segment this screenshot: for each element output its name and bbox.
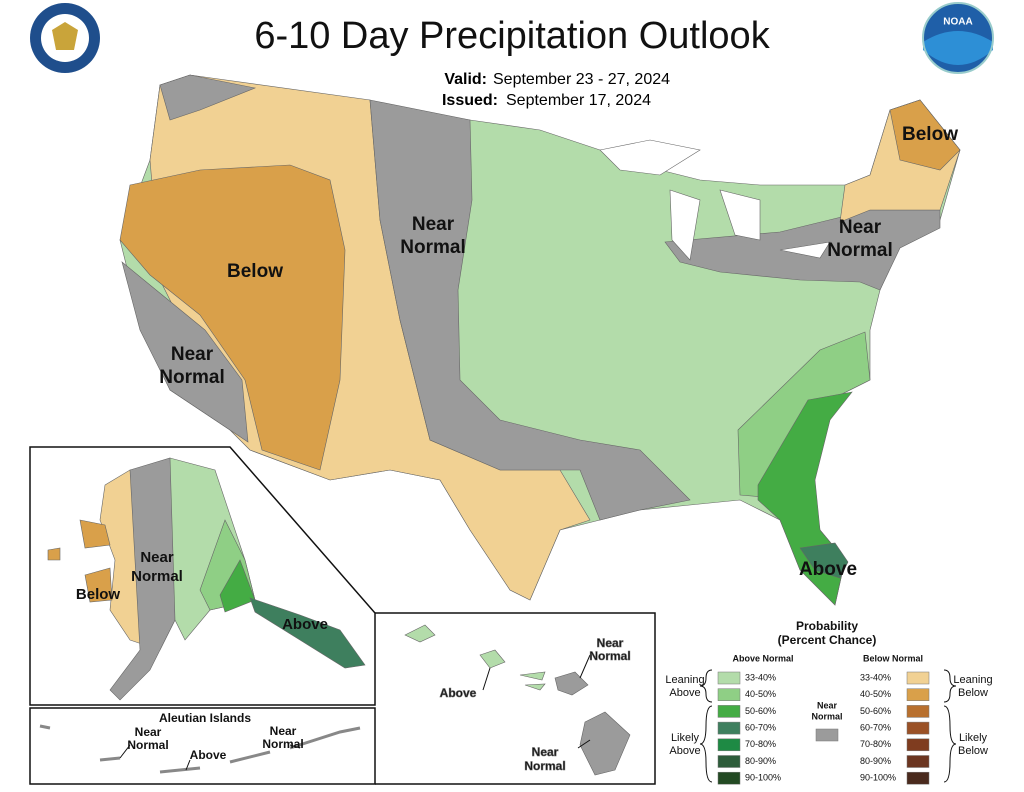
legend-swatch — [717, 688, 741, 701]
aleutian-title: Aleutian Islands — [159, 711, 251, 725]
region-label: Near — [135, 725, 162, 739]
legend-label: 70-80% — [745, 739, 776, 749]
aleutian-map: Aleutian Islands Near Normal Above Near … — [39, 711, 361, 774]
hawaii-map: Above Near Normal Near Normal — [404, 624, 631, 776]
legend-near: Near — [817, 700, 838, 710]
region-label: Above — [799, 559, 857, 580]
legend-label: 33-40% — [860, 672, 891, 682]
region-label: Below — [76, 586, 121, 603]
legend-group: Leaning — [665, 674, 704, 686]
legend-label: 50-60% — [860, 706, 891, 716]
legend-swatch — [717, 755, 741, 768]
legend-group: Likely — [959, 732, 988, 744]
legend: Probability (Percent Chance) Above Norma… — [665, 619, 993, 785]
legend-header: Below Normal — [863, 653, 923, 663]
region-label: Above — [440, 686, 477, 700]
legend-title: (Percent Chance) — [778, 633, 877, 647]
region-label: Below — [227, 261, 283, 282]
legend-label: 90-100% — [745, 773, 781, 783]
noaa-logo: NOAA — [922, 2, 994, 74]
region-label: Near — [412, 214, 455, 235]
region-label: Normal — [131, 568, 183, 585]
region-label: Near — [839, 217, 882, 238]
legend-label: 60-70% — [860, 722, 891, 732]
legend-label: 33-40% — [745, 672, 776, 682]
region-label: Normal — [159, 367, 224, 388]
legend-swatch — [717, 705, 741, 718]
noaa-text: NOAA — [943, 17, 972, 28]
issued-label: Issued: — [442, 92, 498, 109]
legend-swatch — [906, 738, 930, 752]
legend-brace — [699, 669, 957, 783]
legend-group: Above — [669, 745, 700, 757]
region-label: Normal — [262, 737, 303, 751]
region-label: Above — [282, 616, 328, 633]
region-label: Normal — [127, 738, 168, 752]
region-label: Above — [190, 748, 227, 762]
inset-frames — [29, 446, 656, 785]
legend-label: 80-90% — [745, 756, 776, 766]
region-label: Normal — [589, 649, 630, 663]
legend-swatch — [717, 771, 741, 785]
legend-label: 80-90% — [860, 756, 891, 766]
legend-swatch — [717, 738, 741, 752]
alaska-map — [47, 457, 366, 701]
region-label: Below — [902, 124, 958, 145]
legend-group: Below — [958, 687, 988, 699]
legend-label: 50-60% — [745, 706, 776, 716]
legend-near: Normal — [811, 711, 842, 721]
legend-label: 70-80% — [860, 739, 891, 749]
legend-group: Leaning — [953, 674, 992, 686]
legend-swatch — [906, 688, 930, 701]
legend-swatch — [906, 721, 930, 735]
legend-title: Probability — [796, 619, 858, 633]
legend-swatch — [906, 755, 930, 768]
valid-dates: September 23 - 27, 2024 — [493, 71, 670, 88]
legend-swatch — [906, 671, 930, 685]
legend-group: Above — [669, 687, 700, 699]
region-label: Near — [171, 344, 214, 365]
alaska-labels: Near Normal Below Above — [76, 549, 328, 633]
commerce-seal — [30, 3, 100, 73]
legend-label: 60-70% — [745, 722, 776, 732]
legend-label: 90-100% — [860, 773, 896, 783]
legend-swatch — [906, 705, 930, 718]
legend-swatch — [717, 671, 741, 685]
region-label: Near — [270, 724, 297, 738]
region-label: Normal — [827, 240, 892, 261]
conus-labels: Below Near Normal Near Normal Below Near… — [159, 124, 958, 580]
region-label: Normal — [400, 237, 465, 258]
title: 6-10 Day Precipitation Outlook — [254, 15, 770, 57]
legend-group: Likely — [671, 732, 700, 744]
legend-label: 40-50% — [860, 689, 891, 699]
legend-swatch — [717, 721, 741, 735]
region-label: Near — [532, 745, 559, 759]
region-label: Normal — [524, 759, 565, 773]
region-label: Near — [597, 636, 624, 650]
region-label: Near — [140, 549, 174, 566]
legend-swatch — [815, 728, 839, 742]
conus-map — [119, 74, 961, 606]
legend-swatch — [906, 771, 930, 785]
legend-label: 40-50% — [745, 689, 776, 699]
issued-date: September 17, 2024 — [506, 92, 651, 109]
legend-header: Above Normal — [732, 653, 793, 663]
valid-label: Valid: — [444, 71, 487, 88]
legend-group: Below — [958, 745, 988, 757]
